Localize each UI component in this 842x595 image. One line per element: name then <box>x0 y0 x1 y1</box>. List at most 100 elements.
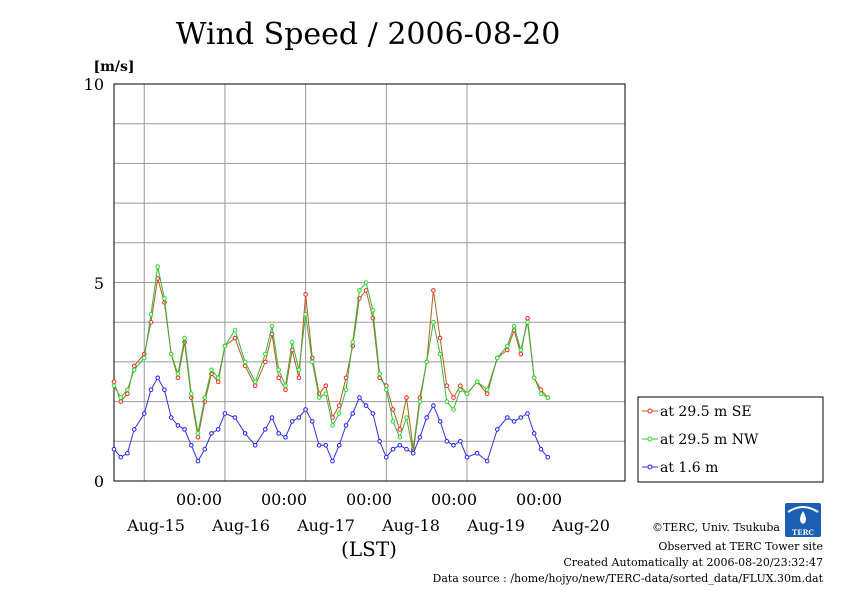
data-point <box>458 387 463 393</box>
y-tick-label-10: 10 <box>84 75 104 94</box>
data-point <box>182 335 187 341</box>
observed-at-text: Observed at TERC Tower site <box>658 540 823 553</box>
data-point <box>252 443 258 448</box>
data-point <box>155 264 160 269</box>
data-point <box>505 343 510 349</box>
data-point <box>269 323 275 329</box>
x-time-tick-label-3: 00:00 <box>346 490 392 509</box>
x-axis-label: (LST) <box>341 537 397 561</box>
data-point <box>175 371 181 377</box>
series-3 <box>111 375 551 464</box>
data-point <box>232 327 238 333</box>
x-time-tick-label-4: 00:00 <box>431 490 477 509</box>
data-point <box>310 359 315 365</box>
data-point <box>242 431 248 436</box>
data-point <box>303 292 308 297</box>
data-point <box>377 371 382 377</box>
data-point <box>451 443 456 448</box>
data-source-text: Data source : /home/hojyo/new/TERC-data/… <box>433 572 824 585</box>
data-point <box>404 415 409 420</box>
data-point <box>142 411 147 416</box>
data-point <box>111 379 117 385</box>
data-point <box>323 383 329 389</box>
data-point <box>162 296 167 301</box>
data-point <box>131 367 137 373</box>
data-point <box>182 427 187 432</box>
data-point <box>437 419 443 424</box>
legend-label-1-6m: at 1.6 m <box>660 460 718 476</box>
terc-logo: TERC <box>785 503 821 537</box>
logo-arc-icon <box>787 506 819 513</box>
data-point <box>343 423 349 428</box>
data-point <box>384 454 389 460</box>
x-date-label-aug-15: Aug-15 <box>126 516 185 535</box>
data-point <box>390 419 396 424</box>
data-point <box>363 280 369 285</box>
y-tick-label-5: 5 <box>94 274 104 293</box>
data-point <box>296 367 302 373</box>
data-point <box>545 395 551 400</box>
data-point <box>444 439 450 444</box>
data-point <box>118 395 123 400</box>
data-point <box>431 403 436 408</box>
legend-marker-nw <box>647 436 653 442</box>
x-time-tick-label-2: 00:00 <box>261 490 307 509</box>
data-point <box>495 355 500 361</box>
data-point <box>437 335 443 341</box>
data-point <box>518 351 524 357</box>
data-point <box>202 446 208 452</box>
data-point <box>397 443 403 448</box>
data-point <box>525 315 530 321</box>
legend-label-nw: at 29.5 m NW <box>660 432 759 448</box>
data-point <box>451 407 456 412</box>
data-point <box>357 395 362 400</box>
data-point <box>232 415 238 420</box>
data-point <box>384 387 389 393</box>
legend-marker-1-6m <box>647 464 653 470</box>
data-point <box>111 446 117 452</box>
data-point <box>538 391 544 397</box>
data-point <box>323 443 329 448</box>
data-point <box>168 351 174 357</box>
data-point <box>316 395 322 400</box>
data-point <box>495 427 500 432</box>
copyright-text: ©TERC, Univ. Tsukuba <box>652 521 780 534</box>
data-point <box>511 419 517 424</box>
series-2 <box>111 264 551 456</box>
x-date-label-aug-20: Aug-20 <box>551 516 610 535</box>
data-point <box>118 454 123 460</box>
data-point <box>464 454 470 460</box>
data-point <box>464 391 470 397</box>
data-point <box>195 435 201 440</box>
data-point <box>215 427 221 432</box>
data-point <box>175 375 181 381</box>
data-point <box>511 323 517 329</box>
data-point <box>404 395 409 400</box>
data-point <box>377 439 382 444</box>
logo-drop-icon <box>800 511 806 524</box>
y-axis-unit-label: [m/s] <box>93 59 134 75</box>
data-point <box>175 423 181 428</box>
data-point <box>431 319 436 325</box>
chart-title: Wind Speed / 2006-08-20 <box>176 17 561 52</box>
data-point <box>303 312 308 317</box>
data-point <box>296 415 302 420</box>
data-point <box>148 312 154 317</box>
series-layer <box>111 264 551 464</box>
data-point <box>518 415 524 420</box>
legend-label-se: at 29.5 m SE <box>660 404 752 420</box>
data-point <box>336 403 342 408</box>
data-point <box>545 454 551 460</box>
x-date-label-aug-17: Aug-17 <box>296 516 355 535</box>
data-point <box>276 431 282 436</box>
data-point <box>131 427 137 432</box>
data-point <box>168 415 174 420</box>
data-point <box>424 359 430 365</box>
data-point <box>155 375 160 381</box>
data-point <box>303 407 308 412</box>
data-point <box>424 415 430 420</box>
x-time-tick-label-5: 00:00 <box>516 490 562 509</box>
data-point <box>531 375 537 381</box>
data-point <box>222 411 228 416</box>
